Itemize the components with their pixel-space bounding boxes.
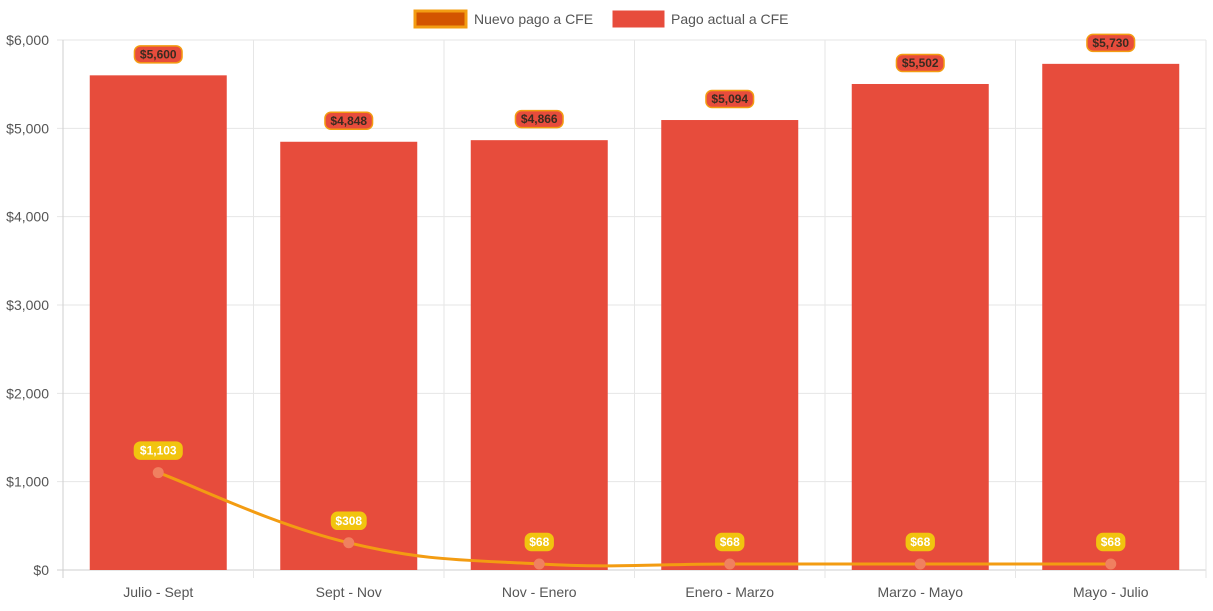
line-data-label-bg (1096, 532, 1126, 552)
line-series (152, 467, 1117, 570)
legend-swatch-nuevo (413, 9, 468, 29)
bar-data-label-bg (895, 53, 945, 73)
line-point (724, 558, 736, 570)
line-data-label-bg (330, 511, 367, 531)
bar-data-label-bg (133, 45, 183, 64)
bar-data-label-bg (514, 109, 564, 129)
line-point (533, 558, 545, 570)
x-tick-label: Nov - Enero (502, 584, 577, 600)
y-tick-label: $2,000 (6, 385, 49, 401)
data-labels: $5,600 $4,848 $4,866 $5,094 $5,502 $5,730 $1,1… (133, 33, 1136, 552)
line-data-label: $68 (1101, 535, 1121, 549)
line-data-label-bg (905, 532, 935, 552)
bar (89, 75, 227, 570)
bar-data-label: $4,866 (521, 112, 558, 126)
bar-data-label: $5,094 (711, 92, 748, 106)
x-tick-label: Marzo - Mayo (877, 584, 963, 600)
y-tick-label: $4,000 (6, 209, 49, 225)
line-data-label-bg (133, 441, 183, 460)
line-data-label-bg (715, 532, 745, 552)
bar-data-label-bg (1086, 33, 1136, 53)
y-tick-label: $5,000 (6, 120, 49, 136)
legend-label-actual: Pago actual a CFE (671, 11, 789, 27)
line-point (152, 467, 164, 479)
line-data-label: $68 (910, 535, 930, 549)
bar (661, 120, 799, 570)
line-point (1105, 558, 1117, 570)
legend-swatch-actual (612, 10, 665, 28)
y-tick-label: $0 (33, 562, 49, 578)
axes: $0 $1,000 $2,000 $3,000 $4,000 $5,000 $6,000 Ju… (6, 32, 1149, 600)
line-point (914, 558, 926, 570)
bar-data-label-bg (324, 111, 374, 131)
bar (470, 140, 608, 571)
x-tick-label: Julio - Sept (123, 584, 193, 600)
y-tick-label: $6,000 (6, 32, 49, 48)
line-point (343, 537, 355, 549)
y-tick-label: $1,000 (6, 474, 49, 490)
line-data-label: $68 (720, 535, 740, 549)
legend-label-nuevo: Nuevo pago a CFE (474, 11, 593, 27)
bar-data-label: $5,502 (902, 56, 939, 70)
line-data-label: $308 (335, 514, 362, 528)
x-tick-label: Mayo - Julio (1073, 584, 1149, 600)
line-data-label: $68 (529, 535, 549, 549)
line-data-label-bg (524, 532, 554, 552)
bars (89, 63, 1180, 571)
x-tick-label: Enero - Marzo (685, 584, 774, 600)
series-line (157, 471, 1111, 568)
bar-data-label: $5,600 (140, 47, 177, 61)
bar-data-label: $5,730 (1092, 36, 1129, 50)
grid (57, 39, 1207, 578)
bar (1042, 63, 1180, 570)
line-data-label: $1,103 (140, 444, 177, 458)
bar (280, 141, 418, 570)
bar (851, 83, 989, 571)
bar-data-label: $4,848 (330, 114, 367, 128)
y-tick-label: $3,000 (6, 297, 49, 313)
bar-data-label-bg (705, 89, 755, 109)
x-tick-label: Sept - Nov (316, 584, 382, 600)
legend: Nuevo pago a CFE Pago actual a CFE (413, 9, 789, 29)
